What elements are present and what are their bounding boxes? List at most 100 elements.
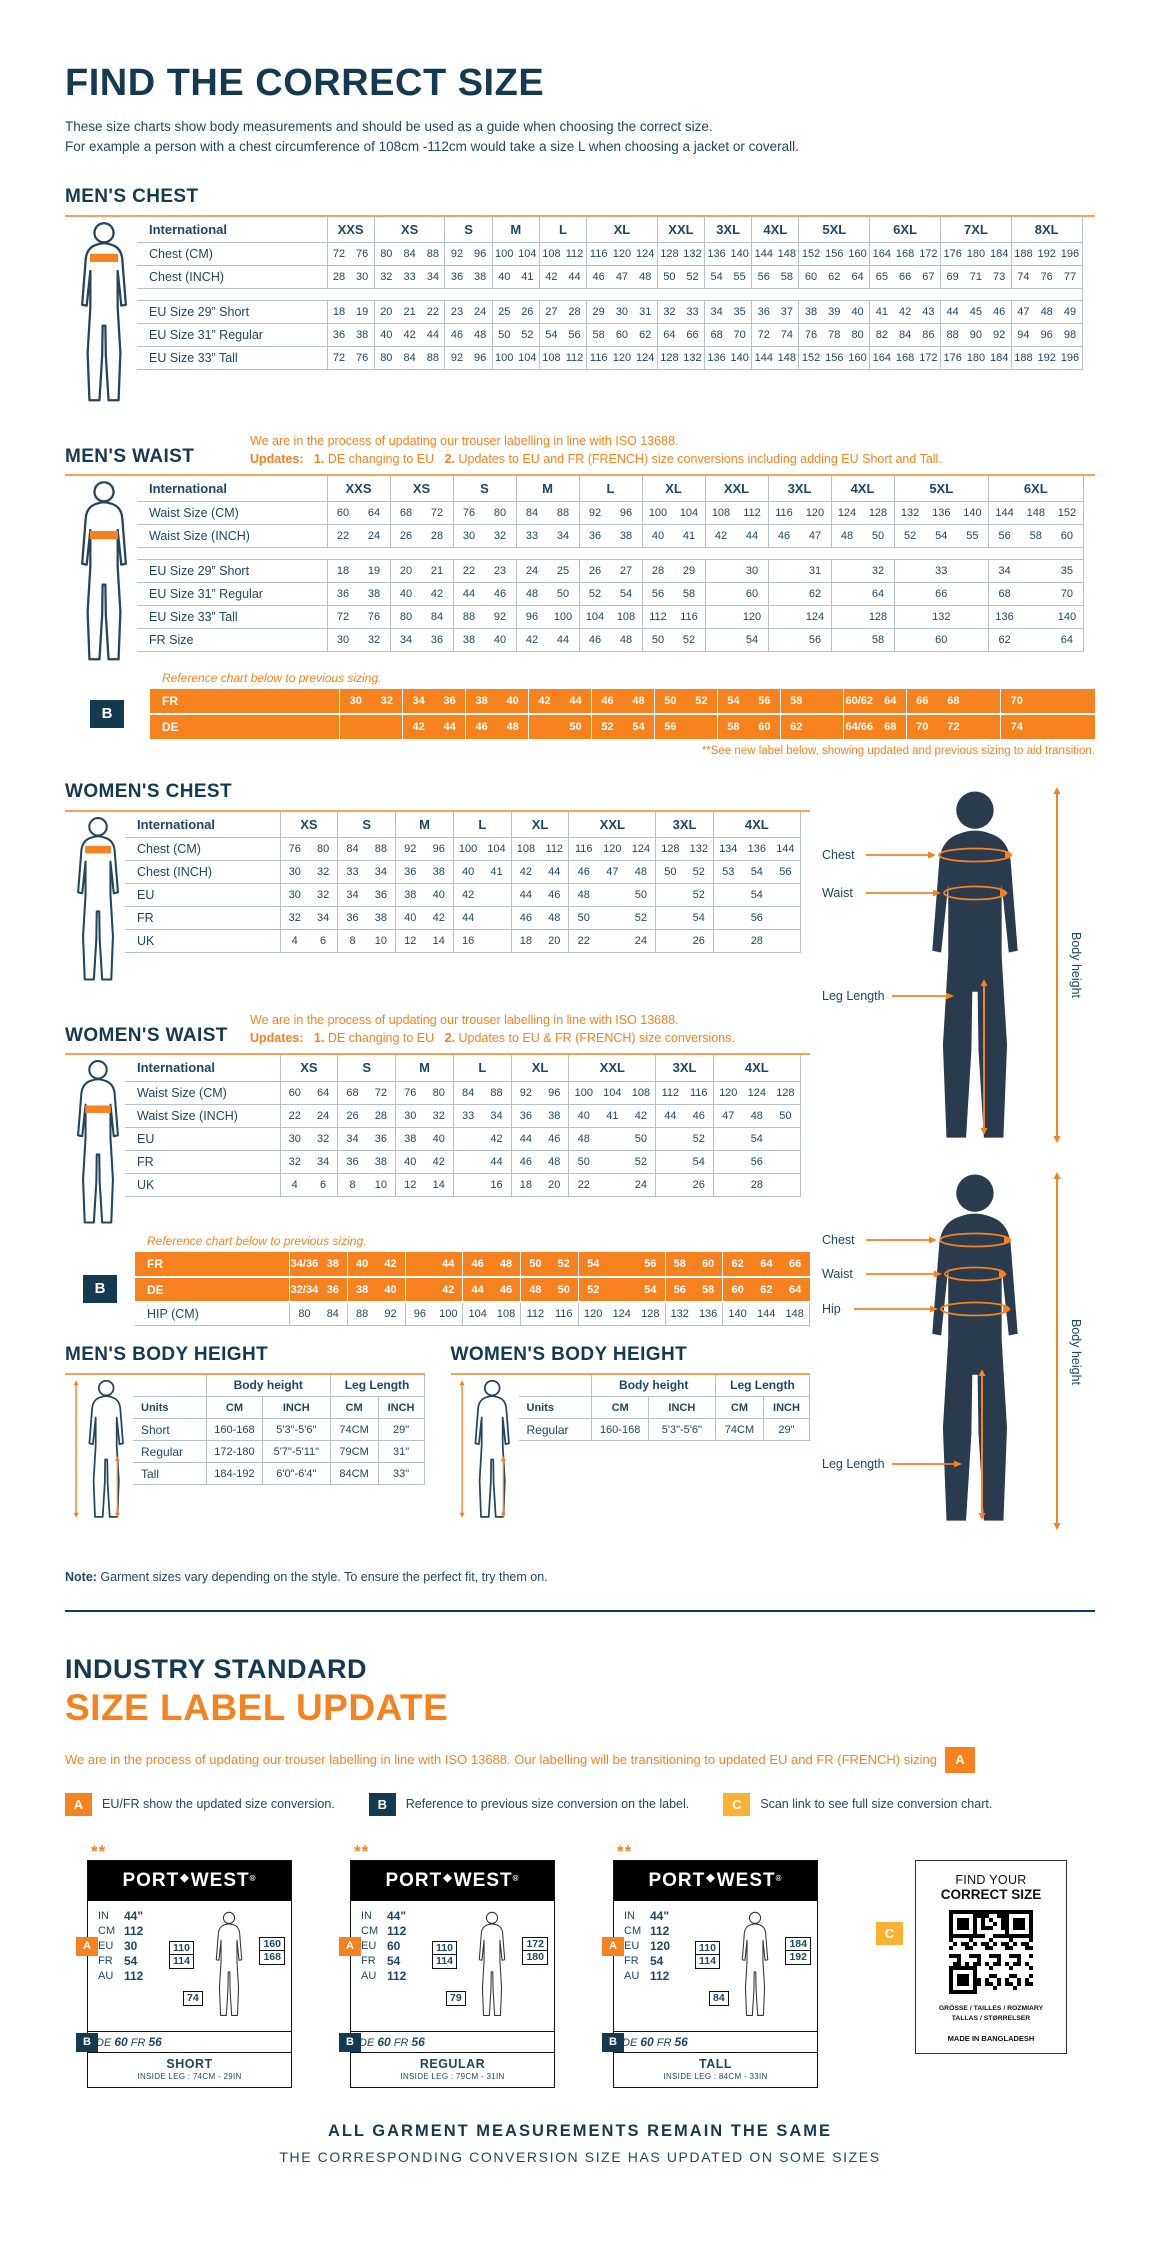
mens-waist-heading: MEN'S WAIST [65,445,195,467]
svg-text:Hip: Hip [822,1302,841,1316]
womens-chest-heading: WOMEN'S CHEST [65,780,232,802]
industry-intro: We are in the process of updating our tr… [65,1746,1095,1773]
person-icon [733,1911,777,2022]
legend-item-b: B Reference to previous size conversion … [368,1792,689,1816]
table-row: EU 30 32 34 36 38 40 42 44 46 48 50 52 54 [125,883,801,907]
mens-measurement-figure: Chest Waist Leg Length Body height [814,781,1095,1158]
womens-measurement-figure: Chest Waist Hip Leg Length Body height [814,1164,1095,1547]
table-row: FR 32 34 36 38 40 42 44 46 48 50 52 54 56 [125,906,801,930]
size-label-card: ** PORT ◆ WEST ® IN 44" CM 112 EU 60 FR 54 AU 112 110 11… [339,1841,555,2088]
badge-b: B [368,1792,396,1816]
garment-note: Note: Garment sizes vary depending on th… [65,1569,548,1584]
table-header-row: International XS S M L XL XXL 3XL 4XL [125,811,801,838]
label-size-list: IN 44" CM 112 EU 60 FR 54 AU 112 [361,1909,407,1983]
womens-waist-iso-note: We are in the process of updating our tr… [250,1012,735,1045]
badge-a: A [76,1936,98,1956]
table-row: EU Size 33” Tall 72 76 80 84 88 92 96 100 104 108 1… [137,346,1083,370]
table-row: Short 160-168 5'3"-5'6" 74CM 29" [133,1418,424,1441]
table-row: Chest (CM) 76 80 84 88 92 96 100 104 108 112 116 120… [125,837,801,861]
badge-a: A [65,1792,92,1816]
legend: A EU/FR show the updated size conversion… [65,1792,1095,1816]
portwest-logo: PORT ◆ WEST ® [88,1860,291,1901]
badge-a: A [602,1936,624,1956]
badge-c: C [876,1921,903,1945]
womens-waist-table: International XS S M L XL XXL 3XL 4XL Waist Size … [125,1055,801,1197]
table-row: EU Size 29” Short 18 19 20 21 22 23 24 25 26 27 28 2… [137,559,1083,583]
inside-leg: INSIDE LEG : 74CM - 29IN [137,2071,242,2081]
badge-b: B [339,2032,361,2052]
badge-b: B [602,2032,624,2052]
table-row: HIP (CM) 80 84 88 92 96 100 104 108 112 116 120 124 1… [135,1301,810,1326]
stars-marker: ** [617,1841,633,1861]
units-row: Units CM INCH CM INCH [133,1396,424,1419]
mens-waist-previous-sizing: B FR 30 32 34 36 38 40 42 44 46 48 50 52 54 56 58 60/62 6… [90,688,1095,739]
table-row: Waist Size (CM) 60 64 68 72 76 80 84 88 92 96 100 10… [137,501,1083,525]
table-row: EU Size 33” Tall 72 76 80 84 88 92 96 100 104 108 1… [137,605,1083,629]
female-waist-figure-icon [65,1055,125,1230]
iso-note-line1: We are in the process of updating our tr… [250,433,679,448]
mens-waist-section: MEN'S WAIST We are in the process of upd… [65,432,1095,757]
fit-name: REGULAR [419,2056,486,2071]
womens-waist-previous-sizing: B FR 34/36 38 40 42 44 46 48 50 52 54 56 58 60 62 64 66 D… [83,1252,810,1326]
table-row: EU Size 31” Regular 36 38 40 42 44 46 48 50 52 54 5… [137,323,1083,347]
svg-text:Leg Length: Leg Length [822,989,885,1003]
label-figure: 110 114 172 180 79 [432,1907,550,2025]
male-waist-figure-icon [65,476,137,667]
table-header-row: International XXS XS S M L XL XXL 3XL 4XL 5XL 6XL [137,475,1083,502]
transition-footnote: **See new label below, showing updated a… [701,744,1095,757]
size-label-card: ** PORT ◆ WEST ® IN 44" CM 112 EU 30 FR 54 AU 112 110 11… [76,1842,292,2088]
intro-text: These size charts show body measurements… [65,117,1095,158]
label-size-list: IN 44" CM 112 EU 120 FR 54 AU 112 [624,1909,671,1983]
female-chest-figure-icon [65,812,125,987]
reference-note: Reference chart below to previous sizing… [162,670,382,685]
svg-text:Waist: Waist [822,886,853,900]
table-row: Waist Size (INCH) 22 24 26 28 30 32 33 34 36 38 40 4… [137,524,1083,548]
size-label-card: ** PORT ◆ WEST ® IN 44" CM 112 EU 120 FR 54 AU 112 110 1… [602,1841,818,2088]
table-row: Regular 160-168 5'3"-5'6" 74CM 29" [518,1418,810,1441]
badge-b: B [83,1274,117,1303]
group-header-row: Body height Leg Length [519,1374,810,1397]
table-row: UK 4 6 8 10 12 14 16 18 20 22 24 26 28 [125,929,801,953]
person-icon [470,1911,514,2022]
portwest-logo: PORT ◆ WEST ® [351,1860,554,1901]
inside-leg: INSIDE LEG : 84CM - 33IN [663,2071,768,2081]
fit-name: SHORT [166,2056,213,2071]
spacer-row [137,288,1083,301]
units-row: Units CM INCH CM INCH [518,1396,810,1419]
table-row: Tall 184-192 6'0"-6'4" 84CM 33" [133,1462,424,1485]
iso-note-line2: Updates: 1. DE changing to EU 2. Updates… [250,451,942,466]
table-row: FR Size 30 32 34 36 38 40 42 44 46 48 50 52 54 56 58 60 6… [137,628,1083,652]
table-row: Waist Size (CM) 60 64 68 72 76 80 84 88 92 96 100 10… [125,1080,801,1104]
table-row: FR 32 34 36 38 40 42 44 46 48 50 52 54 56 [125,1149,801,1173]
badge-a: A [944,1746,975,1773]
spacer-row [137,547,1083,560]
qr-card-wrap: C FIND YOUR CORRECT SIZE GRÖSSE / TAILLE… [876,1859,1067,2054]
section-divider [65,1609,1095,1612]
badge-b: B [76,2032,98,2052]
table-header-row: International XXS XS S M L XL XXL 3XL 4XL 5XL 6XL 7X… [137,216,1083,243]
table-row: UK 4 6 8 10 12 14 16 18 20 22 24 26 28 [125,1172,801,1196]
mens-chest-section: MEN'S CHEST International XXS XS S M L XL XXL 3X… [65,186,1095,408]
table-row: Chest (INCH) 28 30 32 33 34 36 38 40 41 42 44 46 47 48… [137,265,1083,289]
mens-body-height-heading: MEN'S BODY HEIGHT [65,1343,269,1365]
industry-section: INDUSTRY STANDARD SIZE LABEL UPDATE We a… [65,1654,1095,2165]
page-title: FIND THE CORRECT SIZE [65,62,545,104]
female-height-figure-icon [451,1375,519,1524]
womens-body-height-heading: WOMEN'S BODY HEIGHT [450,1343,688,1365]
table-row: DE 32/34 36 38 40 42 44 46 48 50 52 54 56 58 60 62 64 [135,1276,810,1302]
table-row: Regular 172-180 5'7"-5'11" 79CM 31" [133,1440,424,1463]
legend-item-a: A EU/FR show the updated size conversion… [65,1792,335,1816]
table-row: Chest (CM) 72 76 80 84 88 92 96 100 104 108 112 116 1… [137,242,1083,266]
womens-waist-section: WOMEN'S WAIST We are in the process of u… [65,1011,810,1326]
portwest-logo: PORT ◆ WEST ® [614,1860,817,1901]
stars-marker: ** [354,1841,370,1861]
legend-item-c: C Scan link to see full size conversion … [723,1792,992,1816]
badge-a: A [339,1936,361,1956]
label-figure: 110 114 160 168 74 [169,1907,287,2025]
mens-waist-table: International XXS XS S M L XL XXL 3XL 4XL 5XL 6XL Wa… [137,475,1084,653]
previous-size-row: DE 60 FR 56 [614,2030,817,2052]
svg-text:Leg Length: Leg Length [822,1457,885,1471]
intro-line-1: These size charts show body measurements… [65,119,713,134]
table-row: EU Size 29” Short 18 19 20 21 22 23 24 25 26 27 28 2… [137,300,1083,324]
bottom-line-2: THE CORRESPONDING CONVERSION SIZE HAS UP… [279,2148,881,2165]
